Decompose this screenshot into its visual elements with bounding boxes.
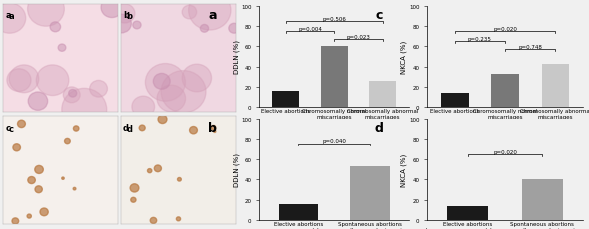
Circle shape (131, 197, 136, 202)
Circle shape (161, 71, 206, 113)
Bar (369, 82, 396, 108)
Text: b: b (123, 11, 129, 20)
Text: p=0.040: p=0.040 (322, 139, 346, 144)
Text: n=30: n=30 (375, 130, 391, 135)
Circle shape (35, 166, 44, 174)
Circle shape (28, 177, 35, 184)
Text: d: d (123, 123, 129, 132)
Circle shape (177, 178, 181, 181)
Text: p=0.748: p=0.748 (518, 45, 542, 50)
Circle shape (90, 81, 107, 98)
Circle shape (9, 66, 39, 93)
Circle shape (101, 0, 123, 19)
Text: p=0.023: p=0.023 (346, 35, 370, 40)
Text: a: a (9, 12, 14, 21)
Circle shape (69, 90, 77, 98)
Text: n=15: n=15 (327, 130, 342, 135)
Y-axis label: DDLN (%): DDLN (%) (233, 40, 240, 74)
Circle shape (63, 87, 80, 103)
Bar (350, 166, 390, 220)
Circle shape (133, 22, 141, 30)
Circle shape (182, 6, 197, 20)
Circle shape (18, 121, 25, 128)
Circle shape (190, 127, 197, 134)
Circle shape (50, 23, 61, 33)
Circle shape (158, 116, 167, 124)
Text: n=29: n=29 (278, 130, 293, 135)
Text: c: c (376, 9, 383, 22)
Circle shape (182, 65, 211, 93)
Circle shape (62, 89, 107, 131)
Text: c: c (9, 124, 14, 133)
Text: c: c (5, 123, 10, 132)
Circle shape (12, 218, 19, 224)
Circle shape (37, 65, 69, 96)
Circle shape (114, 5, 135, 24)
Text: n=29: n=29 (447, 130, 462, 135)
Circle shape (73, 188, 76, 190)
Text: b: b (127, 12, 133, 21)
Bar (541, 64, 569, 108)
Text: n=30: n=30 (548, 130, 563, 135)
Circle shape (153, 74, 170, 90)
Circle shape (111, 15, 131, 34)
Circle shape (154, 165, 161, 172)
Circle shape (145, 64, 186, 102)
Text: p=0.020: p=0.020 (493, 27, 517, 32)
Circle shape (7, 69, 31, 92)
Bar (522, 180, 562, 220)
Circle shape (147, 169, 152, 173)
Circle shape (27, 214, 31, 218)
Y-axis label: NKCA (%): NKCA (%) (401, 41, 408, 74)
Text: a: a (209, 9, 217, 22)
Circle shape (28, 93, 48, 111)
Text: a: a (5, 11, 11, 20)
Circle shape (139, 125, 145, 131)
Bar (279, 204, 318, 220)
Bar (321, 47, 348, 108)
Circle shape (132, 97, 154, 118)
Text: p=0.020: p=0.020 (493, 149, 517, 154)
Circle shape (211, 126, 216, 130)
Circle shape (150, 217, 157, 224)
Circle shape (0, 4, 26, 34)
Text: p=0.004: p=0.004 (298, 27, 322, 32)
Bar (441, 93, 469, 108)
Y-axis label: DDLN (%): DDLN (%) (233, 153, 240, 186)
Circle shape (157, 86, 186, 112)
Circle shape (74, 126, 79, 131)
Circle shape (58, 45, 66, 52)
Circle shape (200, 25, 209, 33)
Text: b: b (209, 121, 217, 134)
Circle shape (35, 186, 42, 193)
Circle shape (40, 208, 48, 216)
Bar (491, 74, 519, 108)
Y-axis label: NKCA (%): NKCA (%) (401, 153, 408, 186)
Circle shape (13, 144, 21, 151)
Circle shape (28, 0, 64, 27)
Circle shape (130, 184, 139, 192)
Circle shape (62, 177, 64, 180)
Text: p=0.506: p=0.506 (322, 16, 346, 22)
Bar (448, 206, 488, 220)
Circle shape (65, 139, 70, 144)
Bar (273, 92, 299, 108)
Circle shape (176, 217, 181, 221)
Circle shape (229, 24, 239, 34)
Text: d: d (375, 121, 383, 134)
Text: p=0.235: p=0.235 (468, 37, 492, 42)
Text: d: d (127, 124, 133, 133)
Text: n=15: n=15 (498, 130, 512, 135)
Circle shape (188, 0, 231, 31)
Circle shape (214, 131, 216, 133)
